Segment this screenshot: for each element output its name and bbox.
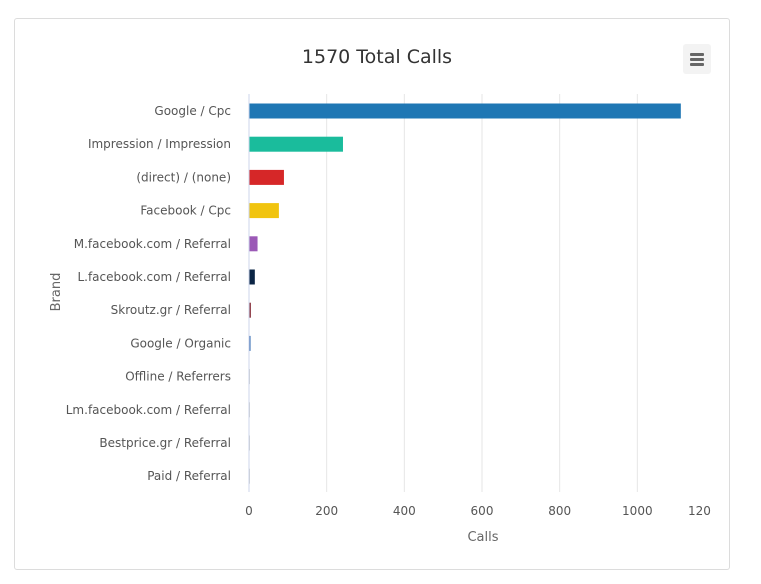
category-label: Offline / Referrers [125,370,231,384]
bar[interactable] [249,302,251,318]
bar[interactable] [249,136,343,152]
category-label: Impression / Impression [88,137,231,151]
grid-lines [326,94,638,492]
chart-title: 1570 Total Calls [302,46,452,68]
category-label: Google / Organic [130,336,231,350]
bar[interactable] [249,103,681,119]
x-tick-label: 1000 [622,504,653,518]
bar[interactable] [249,203,279,219]
category-label: Bestprice.gr / Referral [99,436,231,450]
category-label: L.facebook.com / Referral [77,270,231,284]
bar[interactable] [249,236,258,252]
y-axis-title: Brand [49,273,64,312]
x-tick-label: 600 [471,504,494,518]
bar[interactable] [249,269,255,285]
x-tick-label: 0 [245,504,253,518]
x-tick-label: 200 [315,504,338,518]
x-axis-title: Calls [467,530,498,545]
category-label: Skroutz.gr / Referral [111,303,231,317]
category-label: Google / Cpc [154,104,231,118]
category-label: Paid / Referral [147,469,231,483]
bars [249,103,681,484]
bar[interactable] [249,335,251,351]
x-tick-label: 120 [688,504,711,518]
x-tick-labels: 0 200 400 600 800 1000 120 [245,504,711,518]
category-labels: Google / Cpc Impression / Impression (dire… [66,104,231,483]
x-tick-label: 800 [548,504,571,518]
bar[interactable] [249,169,284,185]
hamburger-icon [690,53,704,66]
chart-menu-button[interactable] [683,44,711,74]
category-label: Lm.facebook.com / Referral [66,403,231,417]
x-tick-label: 400 [393,504,416,518]
category-label: M.facebook.com / Referral [74,237,231,251]
category-label: (direct) / (none) [136,170,231,184]
category-label: Facebook / Cpc [140,204,231,218]
